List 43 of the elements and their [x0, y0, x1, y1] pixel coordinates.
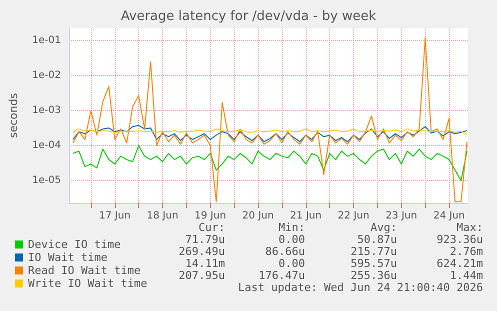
line-series — [72, 124, 468, 142]
text: 71.79u — [185, 233, 226, 246]
x-tick-label: 24 Jun — [433, 210, 465, 222]
x-tick-label: 17 Jun — [99, 210, 131, 222]
x-tick-label: 18 Jun — [146, 210, 178, 222]
text: Min: — [278, 221, 306, 234]
text: 0.00 — [278, 233, 306, 246]
line-series — [72, 145, 468, 182]
chart-title: Average latency for /dev/vda - by week — [120, 9, 377, 24]
text: Cur: — [198, 221, 226, 234]
text: 176.47u — [258, 269, 305, 282]
x-tick-label: 23 Jun — [386, 210, 418, 222]
y-axis-title: seconds — [7, 92, 20, 138]
text: Last update: Wed Jun 24 21:00:40 2026 — [238, 281, 484, 294]
y-tick-label: 1e-01 — [32, 35, 61, 46]
x-tick-label: 22 Jun — [338, 210, 370, 222]
x-tick-label: 21 Jun — [290, 210, 322, 222]
text: 1.44m — [450, 269, 484, 282]
text: 207.95u — [178, 269, 225, 282]
y-tick-label: 1e-02 — [32, 70, 61, 82]
text: 50.87u — [357, 233, 398, 246]
text: 14.11m — [185, 257, 226, 270]
y-tick-label: 1e-03 — [32, 105, 61, 116]
x-tick-label: 20 Jun — [242, 210, 274, 222]
legend-label: Device IO time — [28, 238, 121, 251]
text: 269.49u — [178, 245, 225, 258]
legend-label: Write IO Wait time — [28, 277, 148, 290]
text: 624.21m — [436, 257, 484, 270]
text: Avg: — [370, 221, 398, 234]
x-tick-label: 19 Jun — [194, 210, 226, 222]
y-tick-label: 1e-05 — [32, 175, 61, 186]
y-tick-label: 1e-04 — [32, 140, 61, 152]
text: 595.57u — [350, 257, 397, 270]
text: 2.76m — [450, 245, 484, 258]
text: 215.77u — [350, 245, 397, 258]
text: 255.36u — [350, 269, 397, 282]
legend-label: Read IO Wait time — [28, 264, 141, 277]
text: 86.66u — [265, 245, 306, 258]
text: 0.00 — [278, 257, 306, 270]
line-series — [72, 37, 468, 202]
text: 923.36u — [436, 233, 483, 246]
legend-label: IO Wait time — [28, 251, 108, 264]
text: Max: — [456, 221, 484, 234]
